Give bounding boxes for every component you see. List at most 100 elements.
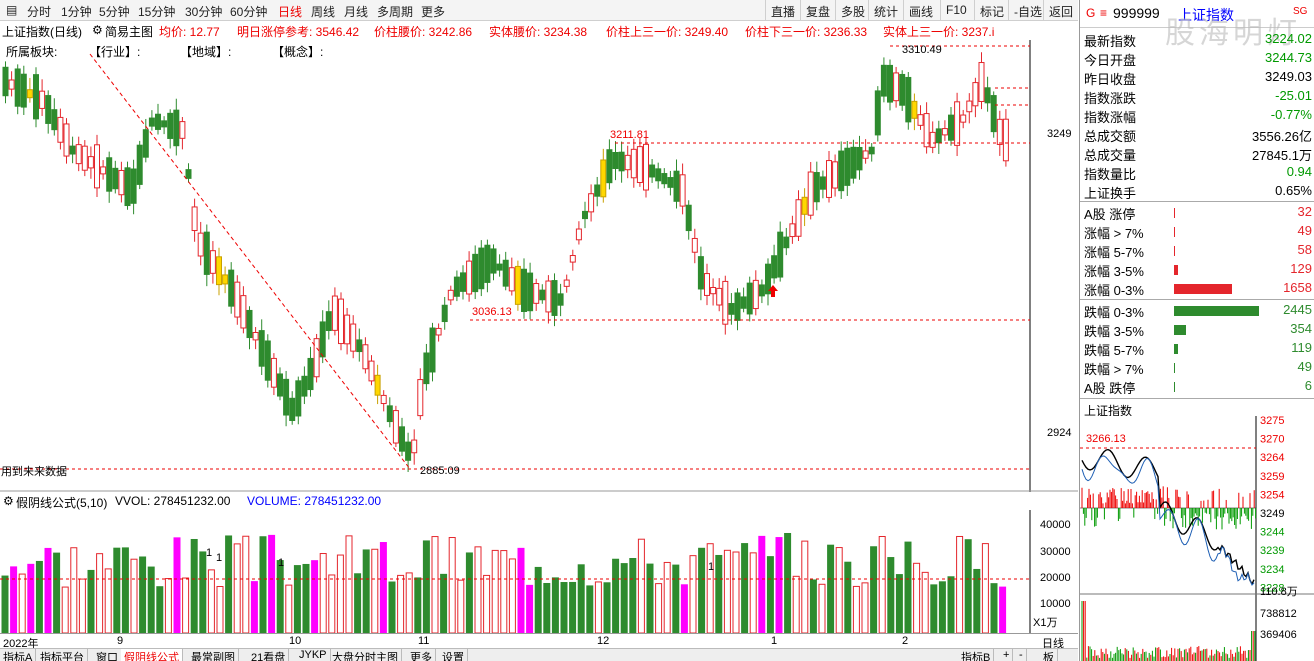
period-tab[interactable]: 30分钟 <box>185 5 223 19</box>
candle-body <box>624 154 631 171</box>
candle-body <box>2 66 9 97</box>
volume-bar <box>35 560 43 633</box>
bottom-control[interactable]: 指标B <box>958 649 995 661</box>
bottom-tab[interactable]: 大盘分时主图 <box>329 649 402 661</box>
quote-value: -0.77% <box>1270 107 1312 122</box>
quote-row: 上证换手 0.65% <box>1084 182 1314 201</box>
bottom-tab[interactable]: 指标平台 <box>37 649 88 661</box>
candle-body <box>557 293 564 306</box>
candle-body <box>496 263 503 271</box>
volume-bar <box>964 539 972 633</box>
mini-price-level: 3275 <box>1260 416 1284 427</box>
candle-body <box>868 146 875 155</box>
sector-region[interactable]: 【地域】: <box>180 45 232 59</box>
toolbar-button[interactable]: -自选 <box>1008 0 1047 21</box>
candle-body <box>14 68 21 107</box>
quote-code: 999999 <box>1113 5 1160 21</box>
volume-bar <box>569 581 577 633</box>
bottom-control[interactable]: + <box>1000 649 1014 661</box>
main-indicator-button[interactable]: 简易主图 <box>105 25 154 39</box>
candlestick-chart[interactable]: 3310.49 3211.81 3036.13 2885.09 用到未来数据 3… <box>0 40 1078 492</box>
period-label[interactable]: 日线 <box>1042 638 1064 650</box>
bottom-tab[interactable]: JYKP <box>296 649 331 661</box>
layout-icon[interactable]: ▤ <box>6 3 18 17</box>
volume-bar <box>981 543 989 633</box>
candle-body <box>63 123 70 157</box>
candle-body <box>142 129 149 158</box>
toolbar-button[interactable]: 直播 <box>765 0 800 21</box>
period-tab[interactable]: 多周期 <box>377 5 414 19</box>
breadth-bar <box>1174 246 1175 256</box>
period-tab[interactable]: 5分钟 <box>99 5 130 19</box>
period-tab[interactable]: 分时 <box>27 5 52 19</box>
bottom-tab[interactable]: 指标A <box>0 649 37 661</box>
candle-body <box>710 286 717 295</box>
toolbar-button[interactable]: F10 <box>940 0 972 21</box>
volume-bar <box>328 574 336 633</box>
quote-label: 昨日收盘 <box>1084 72 1137 87</box>
bottom-tab[interactable]: 21看盘 <box>248 649 290 661</box>
candle-body <box>197 232 204 257</box>
volume-formula[interactable]: 假阴线公式(5,10) <box>16 496 108 510</box>
bottom-tab[interactable]: 最常副图 <box>188 649 239 661</box>
gear-icon[interactable]: ⚙ <box>3 494 14 508</box>
candle-body <box>765 263 771 295</box>
candle-body <box>8 79 15 90</box>
date-label: 1 <box>771 635 778 647</box>
volume-bar <box>792 575 800 633</box>
period-tab[interactable]: 月线 <box>344 5 369 19</box>
volume-chart[interactable]: 40000 30000 20000 10000 X1万 1 1 1 1 <box>0 510 1078 633</box>
candle-body <box>179 121 186 139</box>
candle-body <box>39 90 46 109</box>
candle-body <box>704 273 710 296</box>
mini-vol-label: 110.8万 <box>1260 586 1298 598</box>
candle-body <box>81 145 88 171</box>
candle-body <box>130 168 137 204</box>
toolbar-button[interactable]: 统计 <box>868 0 903 21</box>
toolbar-button[interactable]: 标记 <box>974 0 1009 21</box>
candle-body <box>386 405 393 423</box>
bottom-control[interactable]: - <box>1016 649 1027 661</box>
toolbar-button[interactable]: 画线 <box>903 0 938 21</box>
candle-body <box>356 339 363 353</box>
volume-bar <box>259 536 267 633</box>
candle-body <box>801 196 808 215</box>
mini-intraday-chart[interactable]: 3266.13 3275 3270 3264 3259 3254 3249 3244 3239… <box>1080 416 1314 661</box>
quote-value: -25.01 <box>1275 88 1312 103</box>
period-tab[interactable]: 日线 <box>278 5 303 19</box>
candle-body <box>399 426 405 452</box>
date-label: 11 <box>418 635 430 647</box>
candle-body <box>783 236 790 249</box>
candle-body <box>453 276 460 297</box>
menu-icon[interactable]: ≡ <box>1100 6 1108 20</box>
candle-body <box>222 274 229 285</box>
bottom-tab[interactable]: 设置 <box>439 649 468 661</box>
bottom-tab[interactable]: 窗口 <box>93 649 122 661</box>
volume-bar <box>225 535 233 633</box>
toolbar-button[interactable]: 复盘 <box>800 0 835 21</box>
candle-body <box>161 120 168 128</box>
sector-concept[interactable]: 【概念】: <box>272 45 324 59</box>
quote-value: 0.94 <box>1286 164 1312 179</box>
candle-body <box>405 441 412 461</box>
period-tab[interactable]: 60分钟 <box>230 5 268 19</box>
candle-body <box>899 73 906 106</box>
sector-industry[interactable]: 【行业】: <box>89 45 141 59</box>
volume-bar <box>852 585 860 633</box>
candle-body <box>826 160 832 198</box>
period-tab[interactable]: 1分钟 <box>61 5 92 19</box>
bottom-tab[interactable]: 假阴线公式 <box>121 649 183 661</box>
period-tab[interactable]: 更多 <box>421 5 446 19</box>
bottom-tab[interactable]: 更多 <box>407 649 436 661</box>
volume-bar <box>603 582 611 633</box>
toolbar-button[interactable]: 返回 <box>1043 0 1078 21</box>
toolbar-button[interactable]: 多股 <box>835 0 870 21</box>
bottom-control[interactable]: 板 <box>1040 649 1058 661</box>
gear-icon[interactable]: ⚙ <box>92 23 103 37</box>
period-tab[interactable]: 周线 <box>311 5 336 19</box>
candle-body <box>655 168 662 182</box>
candle-body <box>911 100 918 119</box>
volume-bar <box>655 583 663 633</box>
date-label: 10 <box>289 635 302 647</box>
period-tab[interactable]: 15分钟 <box>138 5 176 19</box>
